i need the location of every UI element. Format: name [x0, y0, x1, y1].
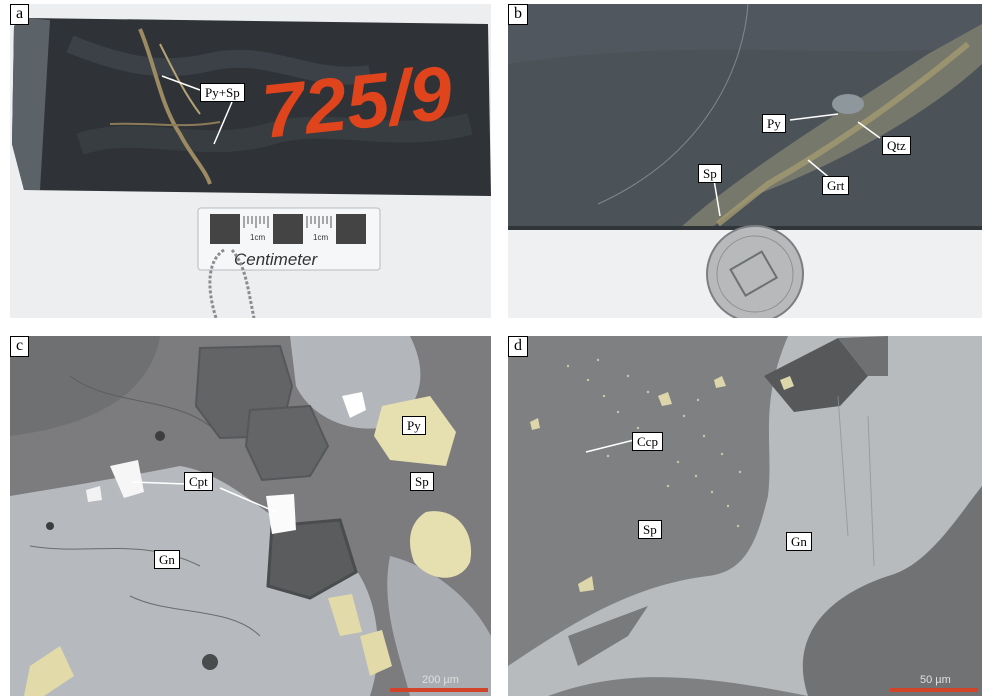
label-grt: Grt — [822, 176, 850, 195]
label-ccp: Ccp — [632, 432, 663, 451]
scale-bar-label: 200 µm — [422, 674, 459, 686]
label-cpt: Cpt — [184, 472, 213, 491]
sample-number: 725/9 — [258, 51, 456, 155]
label-gn: Gn — [786, 532, 812, 551]
panel-b-label: b — [508, 4, 528, 25]
panel-c-label: c — [10, 336, 30, 357]
label-sp: Sp — [638, 520, 662, 539]
panel-d-label: d — [508, 336, 528, 357]
scale-bar-label: 50 µm — [920, 674, 951, 686]
label-py: Py — [402, 416, 426, 435]
label-sp: Sp — [698, 164, 722, 183]
label-py-sp: Py+Sp — [200, 83, 245, 102]
panel-a-photo: 725/9 1cm 1cm Centimeter — [10, 4, 491, 318]
panel-a-label: a — [10, 4, 30, 25]
panel-c: c Py Cpt Sp Gn 200 µm — [10, 336, 491, 696]
panel-a: 725/9 1cm 1cm Centimeter — [10, 4, 491, 318]
panel-d: d Ccp Sp Gn 50 µm — [508, 336, 982, 696]
panel-c-photo — [10, 336, 491, 696]
scale-card-tick1: 1cm — [250, 233, 265, 242]
scale-card-title: Centimeter — [234, 250, 318, 269]
panel-b-photo — [508, 4, 982, 318]
scale-card-tick2: 1cm — [313, 233, 328, 242]
label-sp: Sp — [410, 472, 434, 491]
panel-b: b Py Qtz Sp Grt — [508, 4, 982, 318]
panel-d-photo — [508, 336, 982, 696]
label-gn: Gn — [154, 550, 180, 569]
label-py: Py — [762, 114, 786, 133]
scale-card: 1cm 1cm Centimeter — [197, 207, 381, 271]
label-qtz: Qtz — [882, 136, 911, 155]
